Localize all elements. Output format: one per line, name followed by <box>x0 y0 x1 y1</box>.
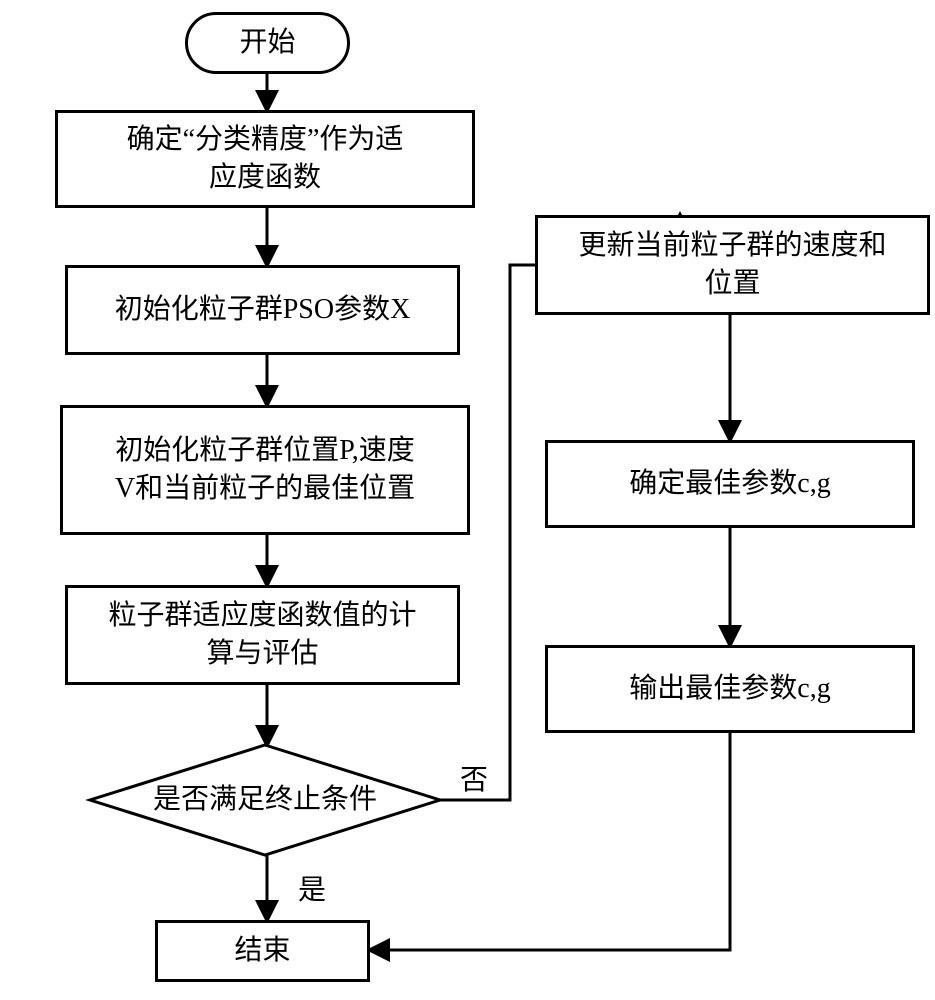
decision-label-wrap: 是否满足终止条件 <box>90 745 440 855</box>
eval-label: 粒子群适应度函数值的计算与评估 <box>108 597 416 673</box>
update-label: 更新当前粒子群的速度和位置 <box>578 227 886 303</box>
start-label: 开始 <box>239 24 295 62</box>
fitness-label: 确定“分类精度”作为适应度函数 <box>127 121 404 197</box>
output-node: 输出最佳参数c,g <box>545 645 915 733</box>
edge-label-no: 否 <box>460 758 488 798</box>
bestcg-node: 确定最佳参数c,g <box>545 440 915 528</box>
bestcg-label: 确定最佳参数c,g <box>629 465 830 503</box>
initPV-node: 初始化粒子群位置P,速度V和当前粒子的最佳位置 <box>60 405 470 535</box>
eval-node: 粒子群适应度函数值的计算与评估 <box>65 585 460 685</box>
initPV-label: 初始化粒子群位置P,速度V和当前粒子的最佳位置 <box>115 432 415 508</box>
end-node: 结束 <box>155 920 370 982</box>
fitness-node: 确定“分类精度”作为适应度函数 <box>55 110 475 208</box>
start-node: 开始 <box>185 12 350 74</box>
update-node: 更新当前粒子群的速度和位置 <box>535 215 930 315</box>
decision-label: 是否满足终止条件 <box>153 782 377 818</box>
initX-label: 初始化粒子群PSO参数X <box>115 291 411 329</box>
output-label: 输出最佳参数c,g <box>629 670 830 708</box>
flowchart-canvas: 开始 确定“分类精度”作为适应度函数 初始化粒子群PSO参数X 初始化粒子群位置… <box>0 0 935 1000</box>
edge-label-yes: 是 <box>298 868 326 908</box>
end-label: 结束 <box>234 932 290 970</box>
initX-node: 初始化粒子群PSO参数X <box>65 265 460 355</box>
